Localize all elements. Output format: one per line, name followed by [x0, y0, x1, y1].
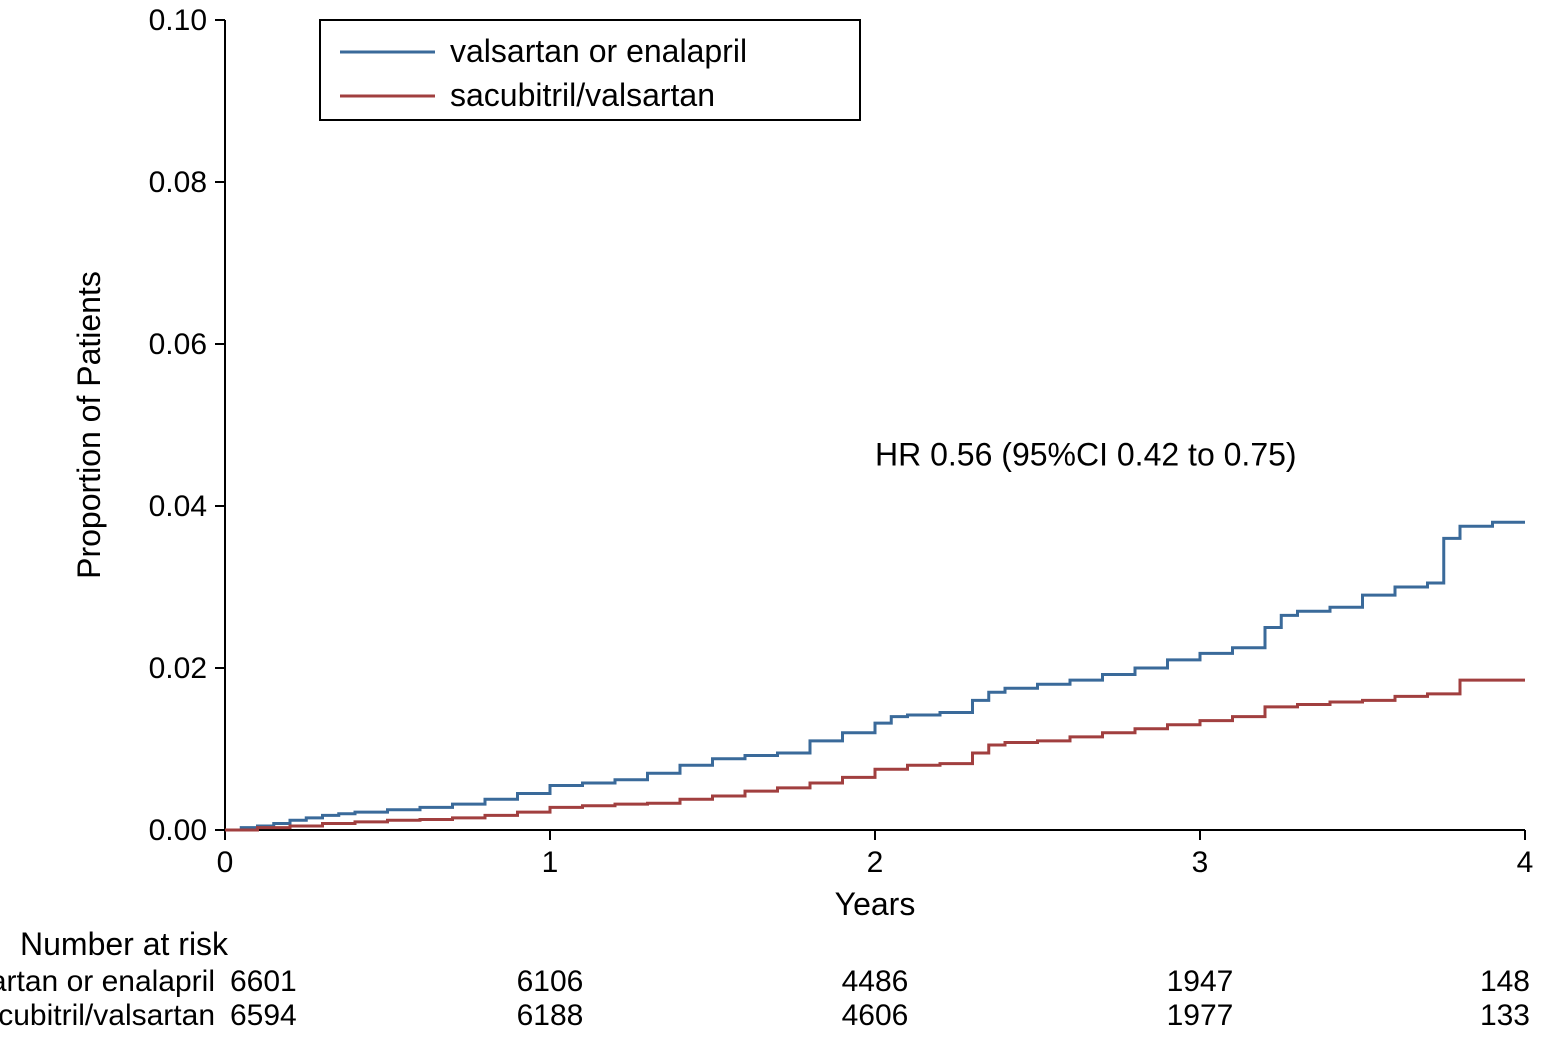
y-tick-label: 0.02	[149, 652, 207, 685]
y-tick-label: 0.10	[149, 4, 207, 37]
y-axis-title: Proportion of Patients	[71, 271, 107, 579]
x-tick-label: 1	[542, 846, 559, 879]
risk-value: 4606	[842, 999, 909, 1032]
risk-value: 4486	[842, 965, 909, 998]
y-tick-label: 0.08	[149, 166, 207, 199]
y-tick-label: 0.04	[149, 490, 207, 523]
legend-label-1: sacubitril/valsartan	[450, 77, 715, 113]
x-tick-label: 0	[217, 846, 234, 879]
risk-value: 6188	[517, 999, 584, 1032]
y-tick-label: 0.00	[149, 814, 207, 847]
risk-value: 133	[1480, 999, 1530, 1032]
series-line-0	[225, 522, 1525, 830]
x-axis-title: Years	[835, 886, 916, 922]
risk-value: 1947	[1167, 965, 1234, 998]
risk-row-label-1: sacubitril/valsartan	[0, 999, 215, 1032]
risk-value: 6594	[230, 999, 297, 1032]
legend-label-0: valsartan or enalapril	[450, 33, 747, 69]
hr-annotation: HR 0.56 (95%CI 0.42 to 0.75)	[875, 437, 1297, 473]
risk-value: 6106	[517, 965, 584, 998]
x-tick-label: 2	[867, 846, 884, 879]
km-chart-container: 0.00 0.02 0.04 0.06 0.08 0.10 0 1 2 3 4 Years Propor…	[0, 0, 1545, 1041]
y-tick-label: 0.06	[149, 328, 207, 361]
x-tick-label: 4	[1517, 846, 1534, 879]
risk-value: 6601	[230, 965, 297, 998]
x-tick-label: 3	[1192, 846, 1209, 879]
risk-value: 1977	[1167, 999, 1234, 1032]
risk-row-label-0: valsartan or enalapril	[0, 965, 215, 998]
risk-table-header: Number at risk	[20, 926, 229, 962]
risk-value: 148	[1480, 965, 1530, 998]
km-chart-svg: 0.00 0.02 0.04 0.06 0.08 0.10 0 1 2 3 4 Years Propor…	[0, 0, 1545, 1041]
